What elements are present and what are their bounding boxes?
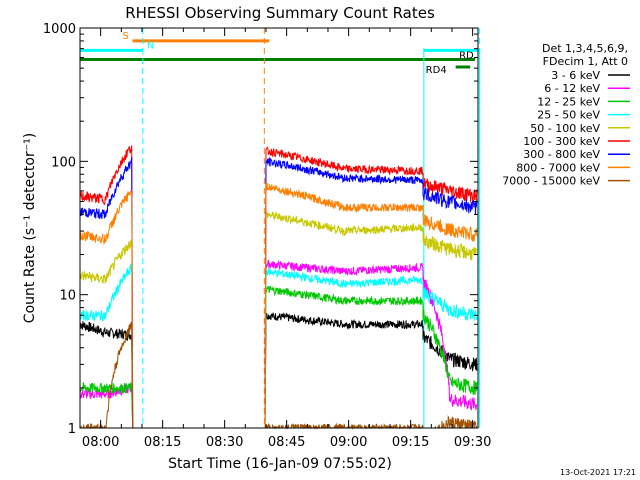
- legend-header-1: FDecim 1, Att 0: [543, 55, 628, 68]
- series-trace-5: [79, 145, 478, 429]
- chart-title: RHESSI Observing Summary Count Rates: [125, 4, 435, 22]
- x-tick-label-3: 08:45: [268, 435, 305, 450]
- legend-label-7: 800 - 7000 keV: [516, 161, 600, 174]
- flag-label-1: N: [147, 40, 154, 51]
- footer-timestamp: 13-Oct-2021 17:21: [560, 468, 636, 477]
- legend-label-8: 7000 - 15000 keV: [502, 175, 600, 188]
- x-tick-label-1: 08:15: [144, 435, 181, 450]
- series-trace-3: [79, 263, 478, 429]
- series-trace-4: [79, 211, 478, 429]
- x-tick-label-5: 09:15: [392, 435, 429, 450]
- series-trace-8: [80, 321, 478, 430]
- series-trace-1: [79, 259, 478, 429]
- legend-label-4: 50 - 100 keV: [530, 122, 600, 135]
- series-trace-6: [79, 156, 478, 429]
- legend-label-1: 6 - 12 keV: [544, 82, 600, 95]
- series-trace-2: [79, 285, 478, 429]
- legend-header-0: Det 1,3,4,5,6,9,: [542, 42, 628, 55]
- series-trace-7: [79, 182, 478, 429]
- plot-frame: [79, 27, 479, 429]
- x-tick-label-0: 08:00: [82, 435, 119, 450]
- flag-label-4: RD4: [426, 65, 447, 76]
- legend-label-0: 3 - 6 keV: [551, 69, 600, 82]
- flag-label-0: S: [122, 31, 128, 42]
- x-axis-label: Start Time (16-Jan-09 07:55:02): [168, 456, 392, 472]
- y-tick-label-2: 100: [51, 155, 76, 170]
- y-tick-label-1: 10: [59, 289, 76, 304]
- legend-label-3: 25 - 50 keV: [537, 109, 600, 122]
- x-tick-label-6: 09:30: [454, 435, 491, 450]
- legend-label-2: 12 - 25 keV: [537, 95, 600, 108]
- legend-label-5: 100 - 300 keV: [523, 135, 600, 148]
- x-tick-label-4: 09:00: [330, 435, 367, 450]
- flag-label-3: RD: [459, 51, 474, 62]
- y-tick-label-0: 1: [68, 422, 76, 437]
- y-axis-label: Count Rate (s⁻¹ detector⁻¹): [22, 133, 38, 323]
- y-tick-label-3: 1000: [43, 22, 76, 37]
- x-tick-label-2: 08:30: [206, 435, 243, 450]
- legend-label-6: 300 - 800 keV: [523, 148, 600, 161]
- series-trace-0: [79, 312, 478, 429]
